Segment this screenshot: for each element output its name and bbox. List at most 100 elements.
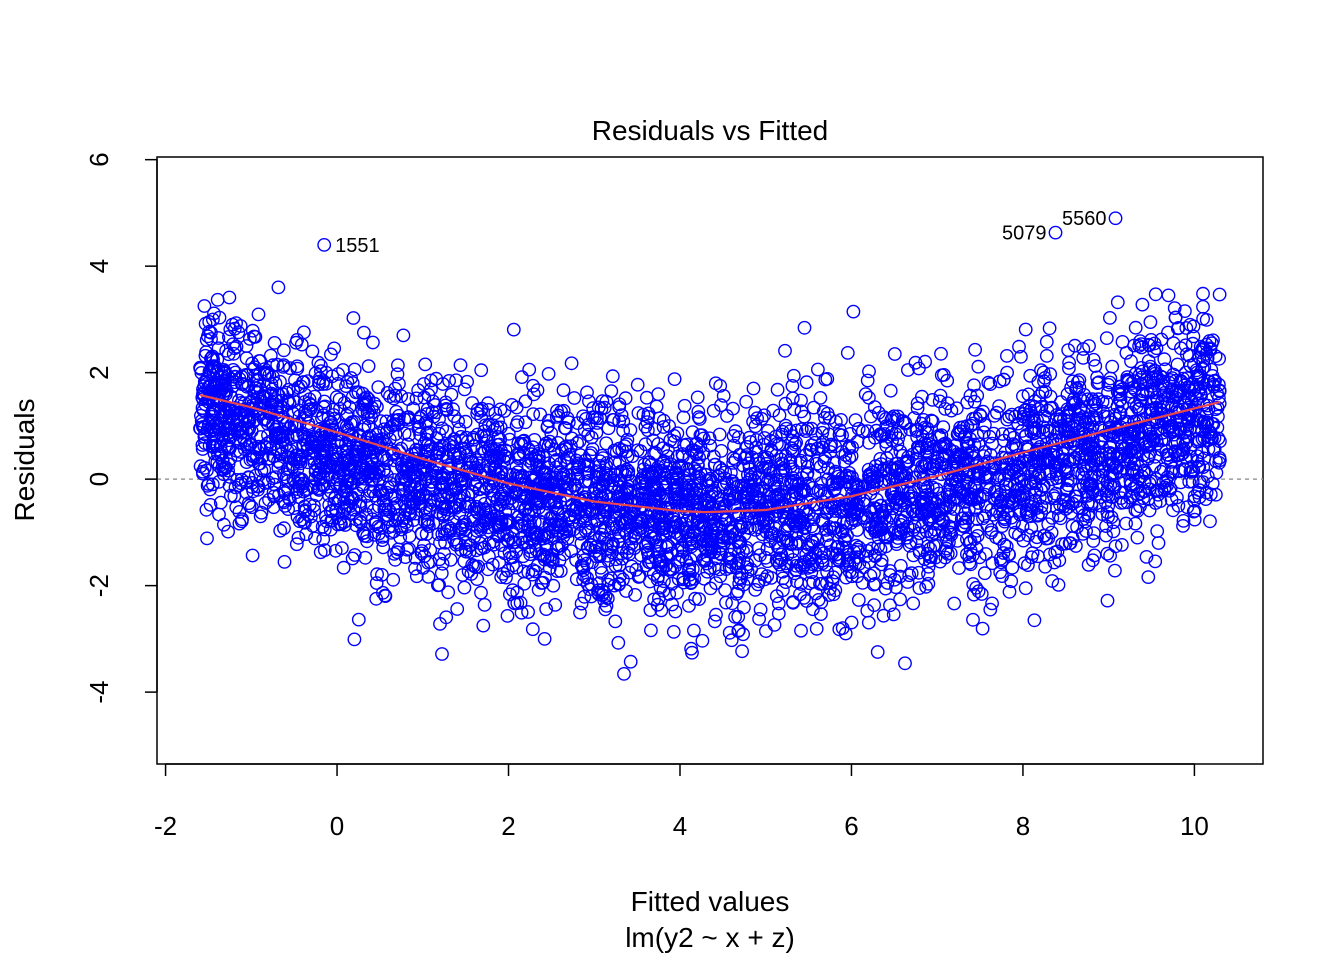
data-point	[858, 387, 873, 401]
data-point	[597, 400, 612, 415]
data-point	[1014, 349, 1028, 364]
data-point	[668, 480, 683, 495]
data-point	[515, 370, 529, 384]
data-point	[809, 497, 824, 512]
data-point	[711, 519, 726, 533]
data-point	[619, 462, 634, 477]
data-point	[1159, 473, 1174, 488]
data-point	[963, 543, 978, 558]
data-point	[409, 391, 424, 406]
data-point	[662, 419, 676, 433]
data-point	[1176, 519, 1190, 533]
data-point	[531, 582, 546, 597]
data-point	[1148, 554, 1163, 569]
data-point	[1165, 382, 1180, 396]
data-point	[195, 466, 210, 481]
data-point	[313, 455, 328, 470]
data-point	[527, 387, 541, 402]
data-point	[776, 583, 790, 598]
data-point	[748, 405, 762, 420]
data-point	[540, 420, 555, 434]
data-point	[712, 427, 727, 442]
data-point	[771, 596, 786, 611]
data-point	[608, 614, 623, 629]
data-point	[451, 414, 465, 429]
data-point	[815, 425, 830, 440]
data-point	[746, 381, 761, 396]
data-point	[757, 572, 772, 587]
data-point	[606, 517, 620, 532]
data-point	[1002, 427, 1017, 442]
data-point	[487, 509, 502, 524]
data-point	[950, 427, 965, 442]
data-point	[203, 497, 218, 512]
data-point	[469, 453, 484, 467]
data-point	[1038, 559, 1053, 574]
data-point	[1121, 373, 1135, 388]
data-point	[993, 498, 1008, 513]
data-point	[1021, 558, 1035, 572]
data-point	[400, 437, 415, 452]
data-point	[716, 388, 731, 403]
data-point	[438, 499, 452, 514]
data-point	[1061, 343, 1076, 357]
data-point	[940, 546, 955, 561]
data-point	[1099, 331, 1114, 345]
data-point	[336, 363, 350, 377]
data-point	[271, 428, 285, 442]
data-point	[916, 497, 931, 511]
data-point	[878, 581, 893, 596]
data-point	[1203, 487, 1218, 502]
data-point	[963, 557, 978, 572]
data-point	[548, 598, 563, 612]
data-point	[707, 614, 722, 629]
data-point	[1042, 321, 1057, 336]
data-point	[298, 483, 313, 498]
data-point	[799, 375, 814, 390]
data-point	[449, 535, 464, 550]
data-point	[934, 368, 949, 383]
data-point	[922, 550, 937, 564]
data-point	[510, 415, 525, 429]
data-point	[721, 531, 735, 546]
data-point	[764, 444, 779, 458]
data-point	[644, 623, 658, 638]
data-point	[368, 515, 383, 530]
data-point	[707, 449, 721, 464]
data-point	[822, 588, 837, 602]
data-point	[211, 341, 226, 356]
data-point	[753, 548, 767, 563]
data-point	[753, 602, 768, 617]
data-point	[473, 536, 487, 551]
data-point	[893, 558, 908, 573]
data-point	[432, 412, 446, 426]
data-point	[898, 656, 912, 671]
data-point	[1057, 499, 1071, 514]
data-point	[933, 388, 948, 403]
data-point	[752, 612, 766, 626]
data-point	[602, 498, 617, 512]
data-point	[976, 404, 990, 419]
data-point	[687, 478, 701, 493]
data-point	[817, 546, 831, 560]
data-point	[1114, 446, 1129, 461]
data-point	[689, 437, 703, 452]
data-point	[510, 465, 525, 480]
data-point	[266, 485, 281, 500]
data-point	[378, 588, 392, 603]
data-point	[262, 492, 276, 507]
data-point	[624, 536, 639, 551]
data-point	[601, 553, 616, 568]
data-point	[580, 466, 595, 481]
data-point	[591, 585, 605, 600]
data-point	[828, 565, 843, 580]
data-point	[1027, 413, 1041, 427]
data-point	[1076, 350, 1091, 365]
data-point	[1048, 421, 1062, 436]
data-point	[915, 389, 929, 404]
data-point	[709, 576, 723, 590]
data-point	[702, 431, 717, 446]
data-point	[995, 569, 1009, 583]
data-point	[953, 448, 967, 463]
